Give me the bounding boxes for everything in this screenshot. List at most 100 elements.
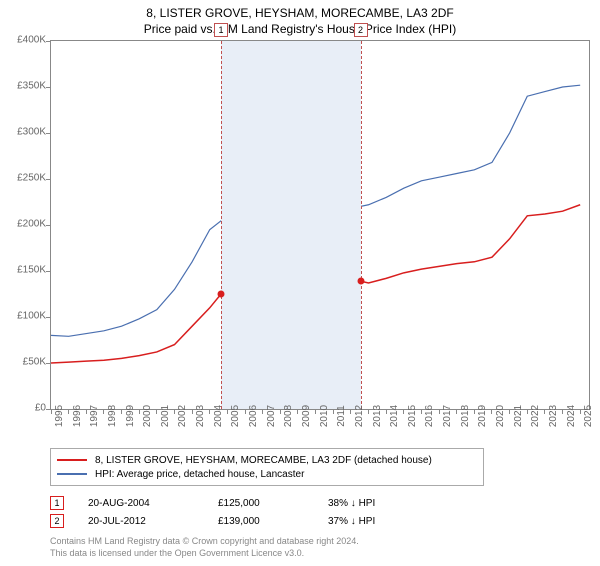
x-axis-label: 2011 [336,405,347,427]
y-axis-label: £100K [17,311,46,322]
legend-row: HPI: Average price, detached house, Lanc… [57,467,477,481]
x-axis-label: 2017 [442,405,453,427]
x-tick [86,410,87,414]
x-axis-label: 2006 [248,405,259,427]
x-axis-label: 2016 [424,405,435,427]
x-axis-label: 2004 [213,405,224,427]
x-axis-label: 2014 [389,405,400,427]
y-tick [46,179,50,180]
transaction-diff: 37% ↓ HPI [328,516,448,527]
x-tick [544,410,545,414]
y-tick [46,271,50,272]
chart-vline-label: 2 [354,23,368,37]
chart-band [221,41,361,409]
x-axis-label: 1996 [72,405,83,427]
x-tick [121,410,122,414]
chart-vline-label: 1 [214,23,228,37]
footer-line1: Contains HM Land Registry data © Crown c… [50,536,600,548]
transaction-date: 20-AUG-2004 [88,498,218,509]
footer-line2: This data is licensed under the Open Gov… [50,548,600,560]
x-axis-label: 1999 [125,405,136,427]
x-tick [580,410,581,414]
transaction-marker: 2 [50,514,64,528]
y-tick [46,409,50,410]
x-tick [386,410,387,414]
x-tick [439,410,440,414]
x-tick [491,410,492,414]
x-axis-label: 1997 [89,405,100,427]
x-tick [527,410,528,414]
x-axis-label: 2003 [195,405,206,427]
x-axis-label: 2000 [142,405,153,427]
x-axis-label: 2010 [319,405,330,427]
x-tick [156,410,157,414]
x-tick [51,410,52,414]
x-tick [280,410,281,414]
x-tick [509,410,510,414]
x-tick [139,410,140,414]
x-tick [350,410,351,414]
transaction-diff: 38% ↓ HPI [328,498,448,509]
legend: 8, LISTER GROVE, HEYSHAM, MORECAMBE, LA3… [50,448,484,486]
transaction-price: £139,000 [218,516,328,527]
x-axis-label: 2018 [460,405,471,427]
transaction-date: 20-JUL-2012 [88,516,218,527]
x-axis-label: 2020 [495,405,506,427]
y-axis-label: £350K [17,81,46,92]
x-tick [209,410,210,414]
chart-vline [361,41,362,409]
chart-plot-area: 1219951996199719981999200020012002200320… [50,40,590,410]
x-axis-label: 2024 [566,405,577,427]
x-tick [297,410,298,414]
transaction-marker: 1 [50,496,64,510]
x-axis-label: 2022 [530,405,541,427]
transaction-dot [357,278,364,285]
x-axis-label: 2008 [283,405,294,427]
y-axis-label: £200K [17,219,46,230]
y-axis-label: £400K [17,35,46,46]
y-axis-label: £300K [17,127,46,138]
x-tick [245,410,246,414]
legend-label: HPI: Average price, detached house, Lanc… [95,469,304,480]
x-axis-label: 2009 [301,405,312,427]
x-axis-label: 2001 [160,405,171,427]
x-tick [368,410,369,414]
x-axis-label: 2021 [513,405,524,427]
x-tick [103,410,104,414]
chart-vline [221,41,222,409]
transaction-dot [218,291,225,298]
x-tick [403,410,404,414]
x-tick [68,410,69,414]
y-axis-label: £50K [23,357,46,368]
x-axis-label: 2007 [266,405,277,427]
transaction-row: 1 20-AUG-2004£125,00038% ↓ HPI [50,494,600,512]
transaction-row: 2 20-JUL-2012£139,00037% ↓ HPI [50,512,600,530]
x-axis-label: 1998 [107,405,118,427]
y-tick [46,317,50,318]
transaction-price: £125,000 [218,498,328,509]
y-tick [46,87,50,88]
legend-swatch [57,473,87,475]
x-tick [474,410,475,414]
x-tick [562,410,563,414]
x-tick [421,410,422,414]
y-axis-label: £250K [17,173,46,184]
y-axis-label: £0 [35,403,46,414]
x-axis-label: 2002 [177,405,188,427]
x-tick [192,410,193,414]
x-axis-label: 2019 [477,405,488,427]
x-axis-label: 1995 [54,405,65,427]
x-tick [333,410,334,414]
y-tick [46,41,50,42]
legend-label: 8, LISTER GROVE, HEYSHAM, MORECAMBE, LA3… [95,455,432,466]
y-tick [46,363,50,364]
chart-subtitle: Price paid vs. HM Land Registry's House … [0,22,600,36]
legend-swatch [57,459,87,461]
x-tick [262,410,263,414]
y-tick [46,225,50,226]
x-tick [174,410,175,414]
x-axis-label: 2005 [230,405,241,427]
chart-title: 8, LISTER GROVE, HEYSHAM, MORECAMBE, LA3… [0,6,600,20]
transactions-table: 1 20-AUG-2004£125,00038% ↓ HPI 2 20-JUL-201… [50,494,600,530]
x-axis-label: 2023 [548,405,559,427]
